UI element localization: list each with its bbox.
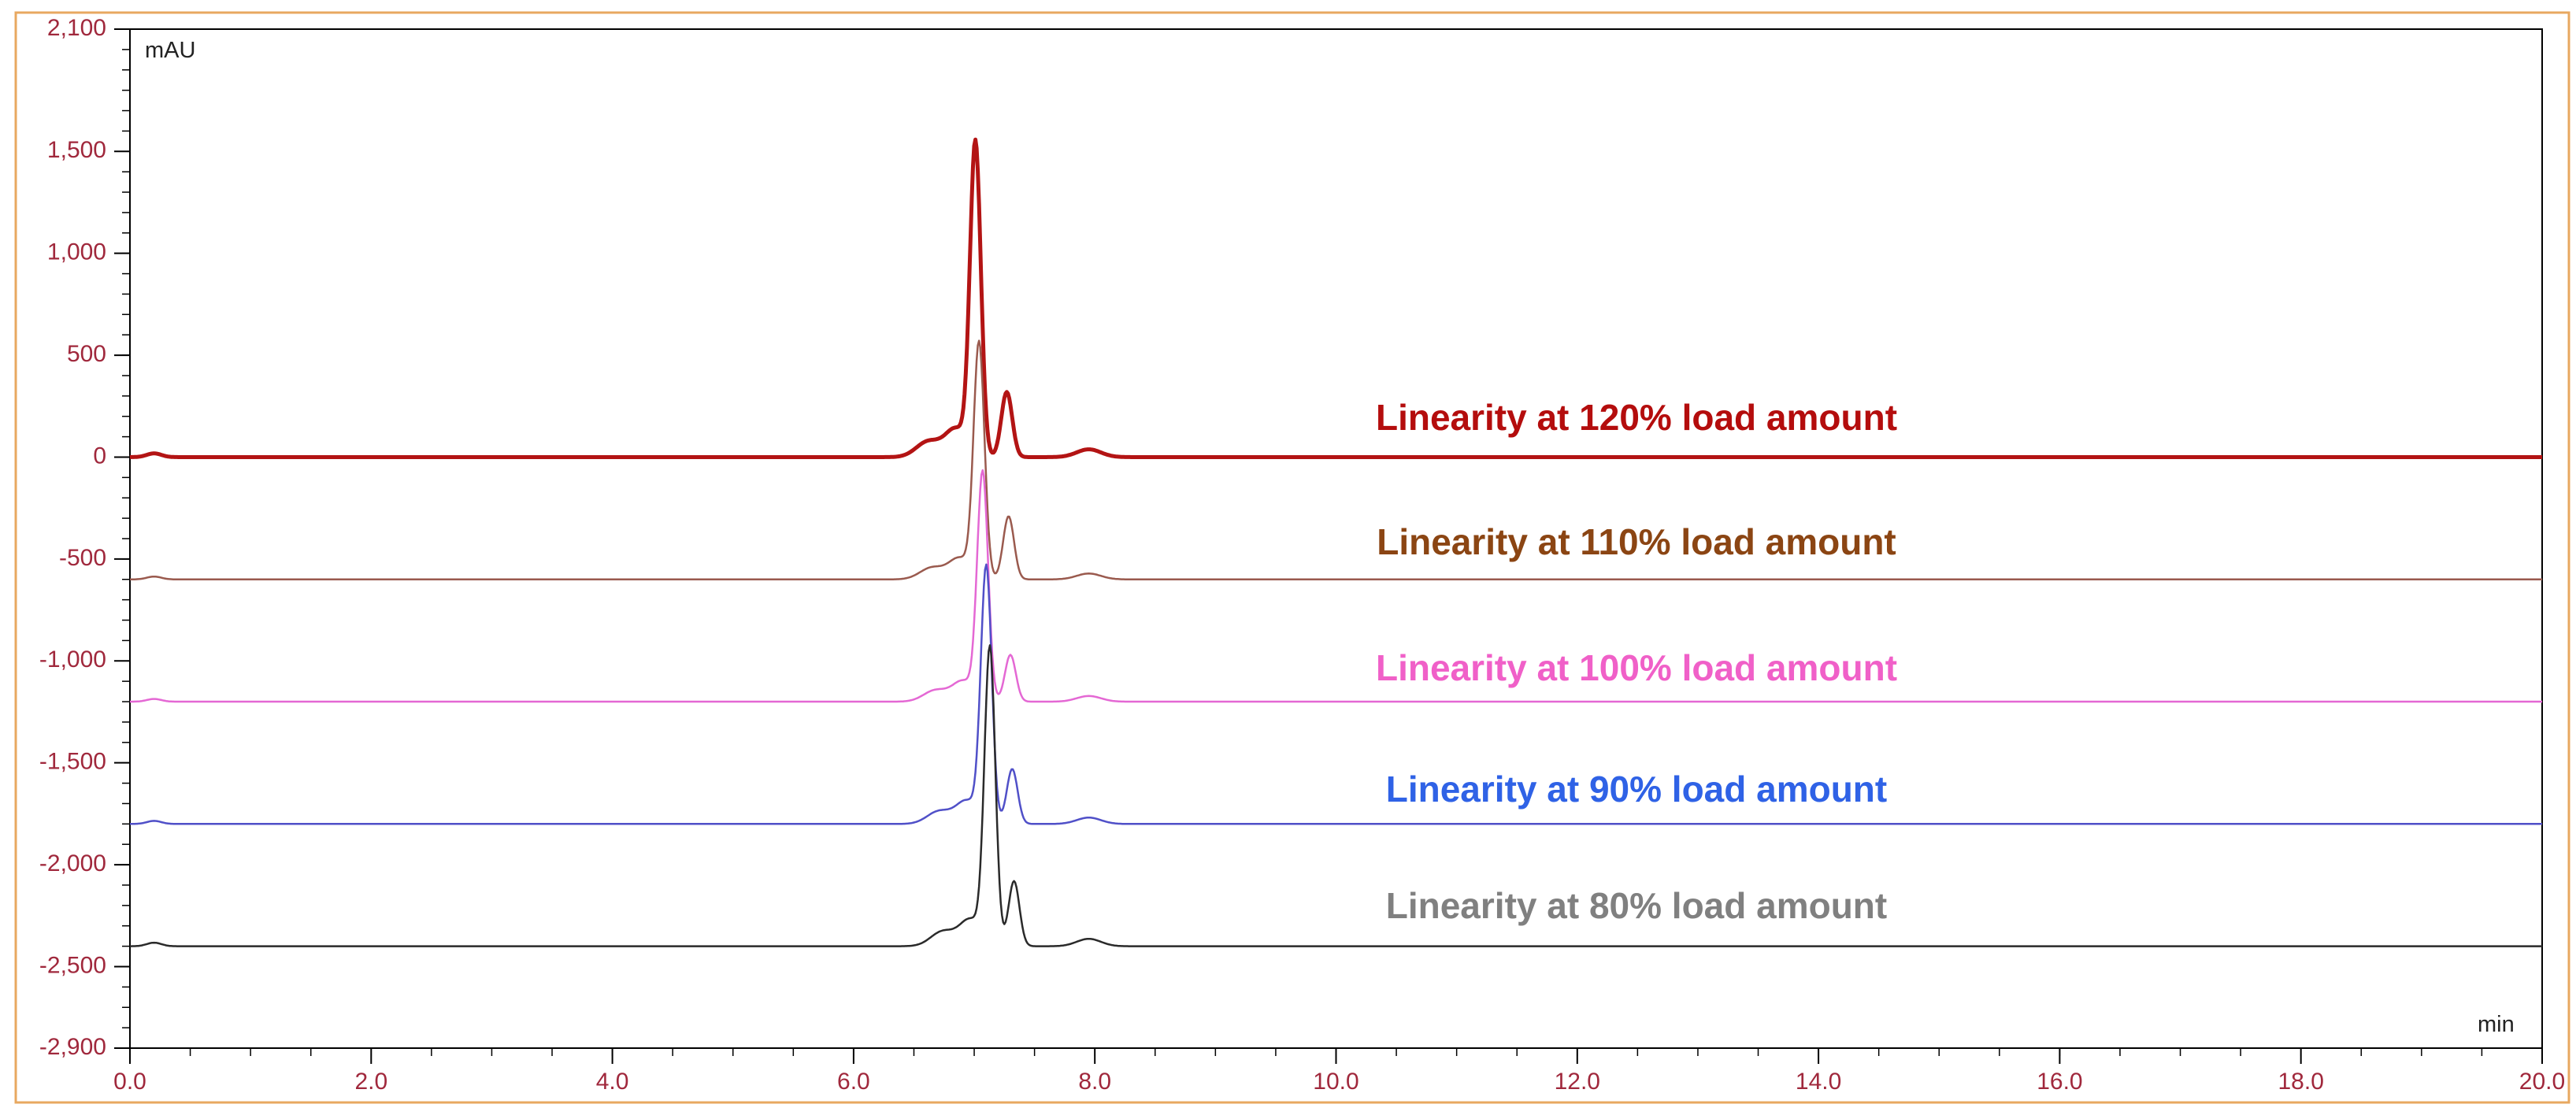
x-tick-label: 12.0 [1555,1069,1600,1095]
x-tick-label: 18.0 [2278,1069,2324,1095]
y-tick-label: -2,500 [39,952,106,978]
series-lines [129,137,2543,947]
series-line [130,469,2542,703]
y-tick-label: -500 [59,545,106,571]
x-tick-label: 0.0 [113,1069,146,1095]
y-tick-label: -2,900 [39,1034,106,1060]
y-tick-label: 500 [67,341,106,367]
x-tick-label: 10.0 [1313,1069,1358,1095]
series-line [130,644,2542,947]
x-tick-label: 16.0 [2037,1069,2082,1095]
series-line [130,563,2542,825]
series-label: Linearity at 80% load amount [1386,885,1887,926]
series-label: Linearity at 120% load amount [1376,397,1897,438]
y-tick-label: -1,000 [39,647,106,673]
plot-area [129,28,2543,1049]
x-tick-label: 6.0 [837,1069,870,1095]
y-tick-label: 0 [93,443,106,469]
series-labels: Linearity at 120% load amount Linearity a… [1376,397,1897,926]
x-tick-label: 8.0 [1078,1069,1111,1095]
series-label: Linearity at 110% load amount [1377,521,1896,562]
x-tick-label: 20.0 [2519,1069,2565,1095]
y-tick-label: 1,500 [47,137,106,163]
y-axis: 2,100 1,500 1,000 500 0 -500 -1,000 -1,500 -2,00… [39,15,131,1060]
x-axis: 0.0 2.0 4.0 6.0 8.0 10.0 12.0 14.0 16.0 18.0 20.0 [113,1047,2565,1095]
series-label: Linearity at 100% load amount [1376,647,1897,688]
x-unit-label: min [2478,1012,2515,1037]
y-unit-label: mAU [145,38,195,63]
series-line [130,339,2542,581]
x-tick-label: 2.0 [354,1069,387,1095]
y-tick-label: -1,500 [39,749,106,775]
x-tick-label: 4.0 [596,1069,629,1095]
y-tick-label: -2,000 [39,850,106,876]
series-line [129,137,2543,459]
y-tick-label: 1,000 [47,239,106,265]
y-tick-label: 2,100 [47,15,106,41]
x-tick-label: 14.0 [1796,1069,1841,1095]
series-label: Linearity at 90% load amount [1386,769,1887,810]
